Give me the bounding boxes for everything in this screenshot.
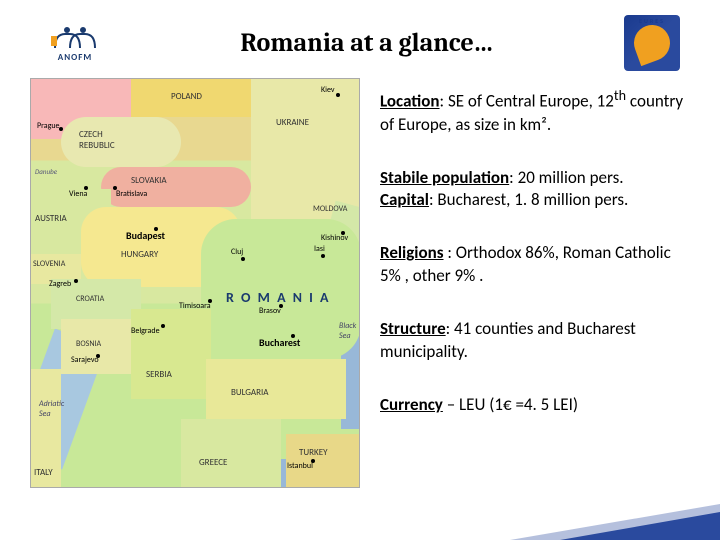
city-kiev: Kiev <box>321 85 335 95</box>
city-budapest: Budapest <box>126 229 165 242</box>
city-timisoara: Timisoara <box>179 301 211 311</box>
eures-logo: EURES <box>624 15 680 71</box>
fact-location: Location: SE of Central Europe, 12th cou… <box>380 86 690 137</box>
map-label-black-sea: Black Sea <box>339 321 356 341</box>
city-sarajevo: Sarajevo <box>71 355 99 365</box>
slide-header: ANOFM Romania at a glance… EURES <box>0 0 720 78</box>
map-label-austria: AUSTRIA <box>35 213 67 224</box>
slide-content: POLAND CZECH REBUBLIC UKRAINE SLOVAKIA A… <box>0 78 720 488</box>
map-label-ukraine: UKRAINE <box>276 117 309 128</box>
map-label-czech: CZECH REBUBLIC <box>79 129 115 151</box>
map-label-bulgaria: BULGARIA <box>231 387 269 398</box>
facts-column: Location: SE of Central Europe, 12th cou… <box>380 78 700 488</box>
map-label-romania: R O M A N I A <box>226 289 331 306</box>
fact-structure: Structure: 41 counties and Bucharest mun… <box>380 318 690 364</box>
map-label-turkey: TURKEY <box>299 447 328 458</box>
map-label-danube: Danube <box>35 167 57 176</box>
map-label-hungary: HUNGARY <box>121 249 158 260</box>
map-label-greece: GREECE <box>199 457 227 468</box>
city-iasi: Iasi <box>314 244 325 254</box>
anofm-logo: ANOFM <box>40 23 110 63</box>
city-belgrade: Belgrade <box>131 326 160 336</box>
fact-currency: Currency – LEU (1€ =4. 5 LEI) <box>380 394 690 417</box>
city-brasov: Brasov <box>259 306 281 316</box>
map-label-moldova: MOLDOVA <box>313 204 347 214</box>
fact-population: Stabile population: 20 million pers. Cap… <box>380 167 690 213</box>
map-label-poland: POLAND <box>171 91 202 102</box>
city-kishinov: Kishinov <box>321 233 348 243</box>
city-istanbul: Istanbul <box>287 461 313 471</box>
map-label-slovakia: SLOVAKIA <box>131 175 167 186</box>
map-label-slovenia: SLOVENIA <box>33 259 65 269</box>
map-label-adriatic: Adriatic Sea <box>39 399 64 419</box>
city-viena: Viena <box>69 189 87 199</box>
city-prague: Prague <box>37 121 60 131</box>
city-bratislava: Bratislava <box>116 189 147 199</box>
map-label-croatia: CROATIA <box>76 294 104 304</box>
slide-title: Romania at a glance… <box>110 28 624 58</box>
city-bucharest: Bucharest <box>259 336 300 349</box>
map-label-serbia: SERBIA <box>146 369 172 380</box>
fact-religions: Religions : Orthodox 86%, Roman Catholic… <box>380 242 690 288</box>
city-cluj: Cluj <box>231 247 243 257</box>
map-label-italy: ITALY <box>34 467 53 478</box>
map-illustration: POLAND CZECH REBUBLIC UKRAINE SLOVAKIA A… <box>30 78 360 488</box>
map-label-bosnia: BOSNIA <box>76 339 101 349</box>
anofm-label: ANOFM <box>58 52 92 63</box>
accent-shape <box>560 512 720 540</box>
city-zagreb: Zagreb <box>49 279 71 289</box>
